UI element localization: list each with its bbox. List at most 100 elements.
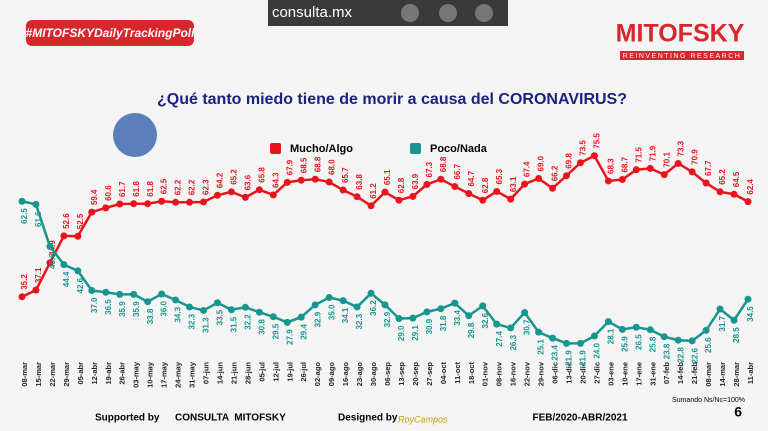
- point: [479, 302, 487, 310]
- point: [632, 323, 640, 331]
- point: [60, 232, 68, 240]
- point: [618, 176, 626, 184]
- x-tick-label: 18-oct: [467, 362, 476, 385]
- value-label: 33.8: [146, 308, 155, 324]
- value-label: 27.9: [285, 329, 294, 345]
- value-label: 64.7: [467, 170, 476, 186]
- value-label: 66.2: [551, 165, 560, 181]
- point: [521, 309, 529, 317]
- value-label: 62.4: [746, 178, 755, 194]
- point: [213, 191, 221, 199]
- point: [227, 306, 235, 314]
- value-label: 67.3: [425, 161, 434, 177]
- point: [409, 314, 417, 322]
- value-label: 31.3: [202, 317, 211, 333]
- point: [730, 316, 738, 324]
- x-tick-label: 19-jul: [285, 362, 294, 382]
- point: [283, 318, 291, 326]
- value-label: 67.4: [523, 161, 532, 177]
- x-tick-label: 05-jul: [257, 362, 266, 382]
- x-tick-label: 31-may: [188, 361, 197, 388]
- point: [172, 198, 180, 206]
- point: [130, 290, 138, 298]
- value-label: 36.0: [160, 300, 169, 316]
- value-label: 63.8: [355, 174, 364, 190]
- x-tick-label: 24-may: [174, 361, 183, 388]
- value-label: 65.2: [718, 169, 727, 185]
- x-tick-label: 22-mar: [48, 362, 57, 387]
- point: [353, 193, 361, 201]
- point: [660, 333, 668, 341]
- point: [688, 168, 696, 176]
- value-label: 64.5: [732, 171, 741, 187]
- value-label: 42.6: [76, 277, 85, 293]
- value-label: 61.8: [132, 181, 141, 197]
- x-tick-label: 16-nov: [509, 361, 518, 386]
- youtube-icon[interactable]: [475, 4, 493, 22]
- x-tick-label: 21-jun: [229, 362, 238, 385]
- value-label: 33.4: [453, 310, 462, 326]
- point: [535, 328, 543, 336]
- facebook-icon[interactable]: [439, 4, 457, 22]
- point: [269, 191, 277, 199]
- point: [339, 297, 347, 305]
- x-tick-label: 04-oct: [439, 362, 448, 385]
- site-link[interactable]: consulta.mx: [272, 4, 353, 21]
- x-tick-label: 12-jul: [271, 362, 280, 382]
- value-label: 60.6: [104, 185, 113, 201]
- x-tick-label: 10-may: [146, 361, 155, 388]
- point: [521, 180, 529, 188]
- x-tick-label: 22-nov: [523, 361, 532, 386]
- point: [241, 193, 249, 201]
- point: [158, 290, 166, 298]
- legend-swatch: [410, 143, 421, 154]
- point: [632, 166, 640, 174]
- point: [158, 197, 166, 205]
- point: [423, 180, 431, 188]
- value-label: 68.0: [327, 159, 336, 175]
- point: [311, 301, 319, 309]
- point: [367, 289, 375, 297]
- point: [465, 190, 473, 198]
- twitter-icon[interactable]: [401, 4, 419, 22]
- value-label: 73.3: [676, 140, 685, 156]
- designed-label: Designed by: [338, 413, 398, 424]
- value-label: 68.5: [299, 157, 308, 173]
- point: [102, 204, 110, 212]
- x-tick-label: 08-mar: [704, 362, 713, 387]
- value-label: 70.9: [690, 149, 699, 165]
- legend-label: Poco/Nada: [430, 143, 488, 155]
- value-label: 70.1: [662, 152, 671, 168]
- x-tick-label: 20-dic: [578, 362, 587, 384]
- x-tick-label: 11-oct: [453, 362, 462, 384]
- value-label: 64.3: [271, 172, 280, 188]
- point: [130, 200, 138, 208]
- x-tick-label: 10-ene: [620, 362, 629, 386]
- value-label: 23.8: [662, 343, 671, 359]
- value-label: 22.6: [690, 347, 699, 363]
- x-tick-label: 30-ago: [369, 362, 378, 387]
- value-label: 66.7: [453, 163, 462, 179]
- x-tick-label: 03-may: [132, 361, 141, 388]
- point: [576, 339, 584, 347]
- point: [46, 259, 54, 267]
- x-tick-label: 26-jul: [299, 362, 308, 382]
- point: [618, 325, 626, 333]
- point: [88, 287, 96, 294]
- value-label: 36.2: [369, 300, 378, 316]
- x-tick-label: 16-ago: [341, 362, 350, 387]
- point: [674, 336, 682, 344]
- value-label: 35.9: [118, 301, 127, 317]
- hashtag-box: [26, 20, 194, 46]
- x-tick-label: 13-sep: [397, 362, 406, 386]
- value-label: 71.9: [648, 145, 657, 161]
- point: [395, 315, 403, 322]
- point: [213, 299, 221, 307]
- value-label: 31.8: [439, 315, 448, 331]
- point: [451, 183, 459, 191]
- value-label: 59.4: [90, 189, 99, 205]
- character-illustration: [113, 113, 157, 157]
- point: [576, 159, 584, 167]
- value-label: 52.5: [76, 213, 85, 229]
- tagline: REINVENTING RESEARCH: [623, 53, 742, 60]
